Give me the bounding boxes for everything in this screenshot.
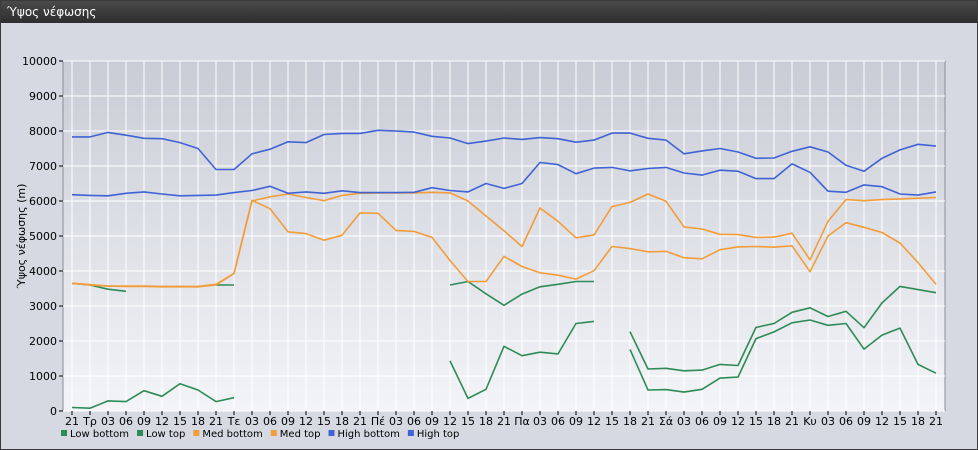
x-tick-label: 09 xyxy=(425,415,439,428)
series-line-low-top xyxy=(629,319,937,393)
cloud-height-chart: 0 1000 2000 3000 4000 5000 6000 7000 8000 9000 100… xyxy=(15,55,946,440)
x-tick-label: 21 xyxy=(353,415,367,428)
x-tick-label: 15 xyxy=(749,415,763,428)
x-tick-label: 06 xyxy=(407,415,421,428)
legend-swatch-low-top xyxy=(137,430,144,436)
legend-label-high-bottom: High bottom xyxy=(338,429,400,440)
y-tick-label: 10000 xyxy=(22,55,57,68)
grid xyxy=(63,60,945,412)
y-tick-label: 7000 xyxy=(29,160,57,173)
x-tick-label: 06 xyxy=(263,415,277,428)
x-tick-label: 03 xyxy=(677,415,691,428)
legend-swatch-high-top xyxy=(407,430,414,436)
x-tick-label: 06 xyxy=(695,415,709,428)
x-tick-label: 12 xyxy=(443,415,457,428)
x-tick-label: 03 xyxy=(101,415,115,428)
x-tick-label: 06 xyxy=(119,415,133,428)
y-tick-label: 1000 xyxy=(29,370,57,383)
series-line-high-top xyxy=(72,129,937,172)
x-tick-label: Πέ xyxy=(371,415,385,428)
y-tick-label: 6000 xyxy=(29,195,57,208)
window-title: Ύψος νέφωσης xyxy=(1,1,977,23)
x-tick-label: 21 xyxy=(785,415,799,428)
series-line-med-top xyxy=(71,191,937,288)
y-tick-label: 5000 xyxy=(29,230,57,243)
y-axis-title: Ύψος νέφωσης (m) xyxy=(15,184,28,290)
x-tick-label: 06 xyxy=(839,415,853,428)
series-line-low-bottom xyxy=(449,280,594,307)
x-tick-label: 09 xyxy=(569,415,583,428)
legend-label-low-bottom: Low bottom xyxy=(70,429,129,440)
x-tick-label: 18 xyxy=(623,415,637,428)
x-tick-label: 18 xyxy=(911,415,925,428)
legend-label-med-bottom: Med bottom xyxy=(202,429,262,440)
x-tick-label: 15 xyxy=(893,415,907,428)
series-line-low-top xyxy=(71,382,235,410)
legend-swatch-med-bottom xyxy=(193,430,200,436)
x-axis-ticks: 21 Τρ 03 06 09 12 15 18 21 Τε 03 06 09 12 15 18 21 Πέ 03 06… xyxy=(65,411,943,428)
legend: Low bottom Low top Med bottom Med top High b… xyxy=(61,429,459,440)
x-tick-label: 09 xyxy=(281,415,295,428)
x-tick-label: Τρ xyxy=(82,415,97,428)
x-tick-label: 15 xyxy=(317,415,331,428)
y-axis-ticks: 0 1000 2000 3000 4000 5000 6000 7000 8000 9000 100… xyxy=(22,55,63,418)
x-tick-label: 09 xyxy=(857,415,871,428)
x-tick-label: 18 xyxy=(767,415,781,428)
x-tick-label: 18 xyxy=(191,415,205,428)
series-lines xyxy=(71,129,937,410)
x-tick-label: 03 xyxy=(533,415,547,428)
x-tick-label: 12 xyxy=(299,415,313,428)
y-tick-label: 4000 xyxy=(29,265,57,278)
x-tick-label: Πα xyxy=(514,415,530,428)
series-line-high-bottom xyxy=(71,161,937,197)
x-tick-label: 09 xyxy=(713,415,727,428)
legend-swatch-high-bottom xyxy=(328,430,335,436)
x-tick-label: Τε xyxy=(227,415,241,428)
x-tick-label: 15 xyxy=(461,415,475,428)
x-tick-label: 21 xyxy=(497,415,511,428)
x-tick-label: 18 xyxy=(335,415,349,428)
y-tick-label: 8000 xyxy=(29,125,57,138)
x-tick-label: 15 xyxy=(605,415,619,428)
x-tick-label: 03 xyxy=(389,415,403,428)
y-tick-label: 0 xyxy=(50,405,57,418)
x-tick-label: 12 xyxy=(155,415,169,428)
x-tick-label: 09 xyxy=(137,415,151,428)
x-tick-label: Κυ xyxy=(803,415,817,428)
legend-label-med-top: Med top xyxy=(280,429,321,440)
x-tick-label: 21 xyxy=(65,415,79,428)
x-tick-label: 18 xyxy=(479,415,493,428)
legend-label-high-top: High top xyxy=(417,429,460,440)
legend-swatch-med-top xyxy=(270,430,277,436)
y-tick-label: 9000 xyxy=(29,90,57,103)
x-tick-label: 21 xyxy=(209,415,223,428)
x-tick-label: 12 xyxy=(587,415,601,428)
x-tick-label: 12 xyxy=(875,415,889,428)
x-tick-label: 15 xyxy=(173,415,187,428)
x-tick-label: 21 xyxy=(929,415,943,428)
x-tick-label: 21 xyxy=(641,415,655,428)
y-tick-label: 2000 xyxy=(29,335,57,348)
x-tick-label: 12 xyxy=(731,415,745,428)
legend-label-low-top: Low top xyxy=(146,429,185,440)
x-tick-label: Σά xyxy=(659,415,673,428)
legend-swatch-low-bottom xyxy=(61,430,67,436)
series-line-low-bottom xyxy=(629,285,937,372)
x-tick-label: 03 xyxy=(245,415,259,428)
x-tick-label: 03 xyxy=(821,415,835,428)
y-tick-label: 3000 xyxy=(29,300,57,313)
x-tick-label: 06 xyxy=(551,415,565,428)
series-line-low-top xyxy=(449,320,595,400)
